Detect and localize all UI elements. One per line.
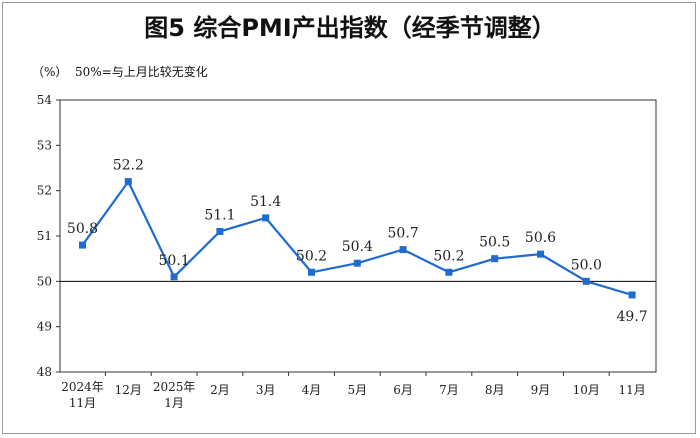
baseline-note: 50%=与上月比较无变化: [75, 65, 208, 79]
x-tick-label: 1月: [164, 396, 184, 410]
y-tick-label: 51: [37, 229, 52, 243]
data-label: 50.4: [342, 239, 373, 255]
chart-title: 图5 综合PMI产出指数（经季节调整）: [144, 14, 556, 42]
x-tick-label: 5月: [347, 383, 367, 397]
data-point: [262, 214, 270, 222]
data-point: [491, 255, 499, 263]
data-point: [628, 291, 636, 299]
data-point: [582, 277, 590, 285]
data-point: [537, 250, 544, 258]
data-point: [308, 268, 315, 276]
data-label: 51.4: [250, 194, 281, 210]
unit-and-note: （%） 50%=与上月比较无变化: [32, 63, 208, 80]
x-tick-label: 12月: [115, 383, 142, 397]
x-tick-label: 7月: [439, 383, 459, 397]
x-tick-label: 2月: [210, 383, 230, 397]
data-label: 50.2: [296, 248, 327, 264]
x-tick-label: 4月: [302, 383, 322, 397]
chart-frame: [2, 2, 696, 434]
data-label: 50.0: [571, 257, 602, 273]
data-point: [216, 227, 224, 235]
data-label: 50.8: [67, 221, 98, 237]
y-tick-label: 53: [37, 138, 52, 152]
x-tick-label: 11月: [69, 396, 96, 410]
x-tick-label: 8月: [485, 383, 505, 397]
data-point: [353, 259, 361, 267]
data-point: [170, 273, 178, 281]
data-point: [79, 241, 86, 249]
data-label: 52.2: [113, 158, 144, 174]
data-label: 50.6: [525, 230, 556, 246]
data-point: [445, 268, 453, 276]
data-point: [399, 246, 407, 254]
y-tick-label: 52: [37, 184, 52, 198]
x-tick-label: 2025年: [153, 380, 196, 394]
data-label: 50.7: [388, 226, 419, 242]
x-tick-label: 9月: [531, 383, 551, 397]
y-tick-label: 49: [37, 320, 52, 334]
x-tick-label: 10月: [573, 383, 600, 397]
data-label: 51.1: [204, 207, 235, 223]
plot-area: [59, 99, 657, 373]
data-label: 50.5: [479, 235, 510, 251]
y-tick-label: 48: [37, 365, 52, 379]
x-tick-label: 6月: [393, 383, 413, 397]
x-tick-label: 3月: [256, 383, 276, 397]
y-tick-label: 50: [37, 274, 52, 288]
x-tick-label: 2024年: [61, 380, 104, 394]
data-label: 49.7: [617, 309, 648, 325]
y-tick-label: 54: [37, 93, 53, 107]
unit-label: （%）: [32, 65, 68, 79]
data-label: 50.2: [433, 248, 464, 264]
data-point: [124, 178, 132, 186]
x-tick-label: 11月: [618, 383, 645, 397]
data-label: 50.1: [159, 253, 190, 269]
